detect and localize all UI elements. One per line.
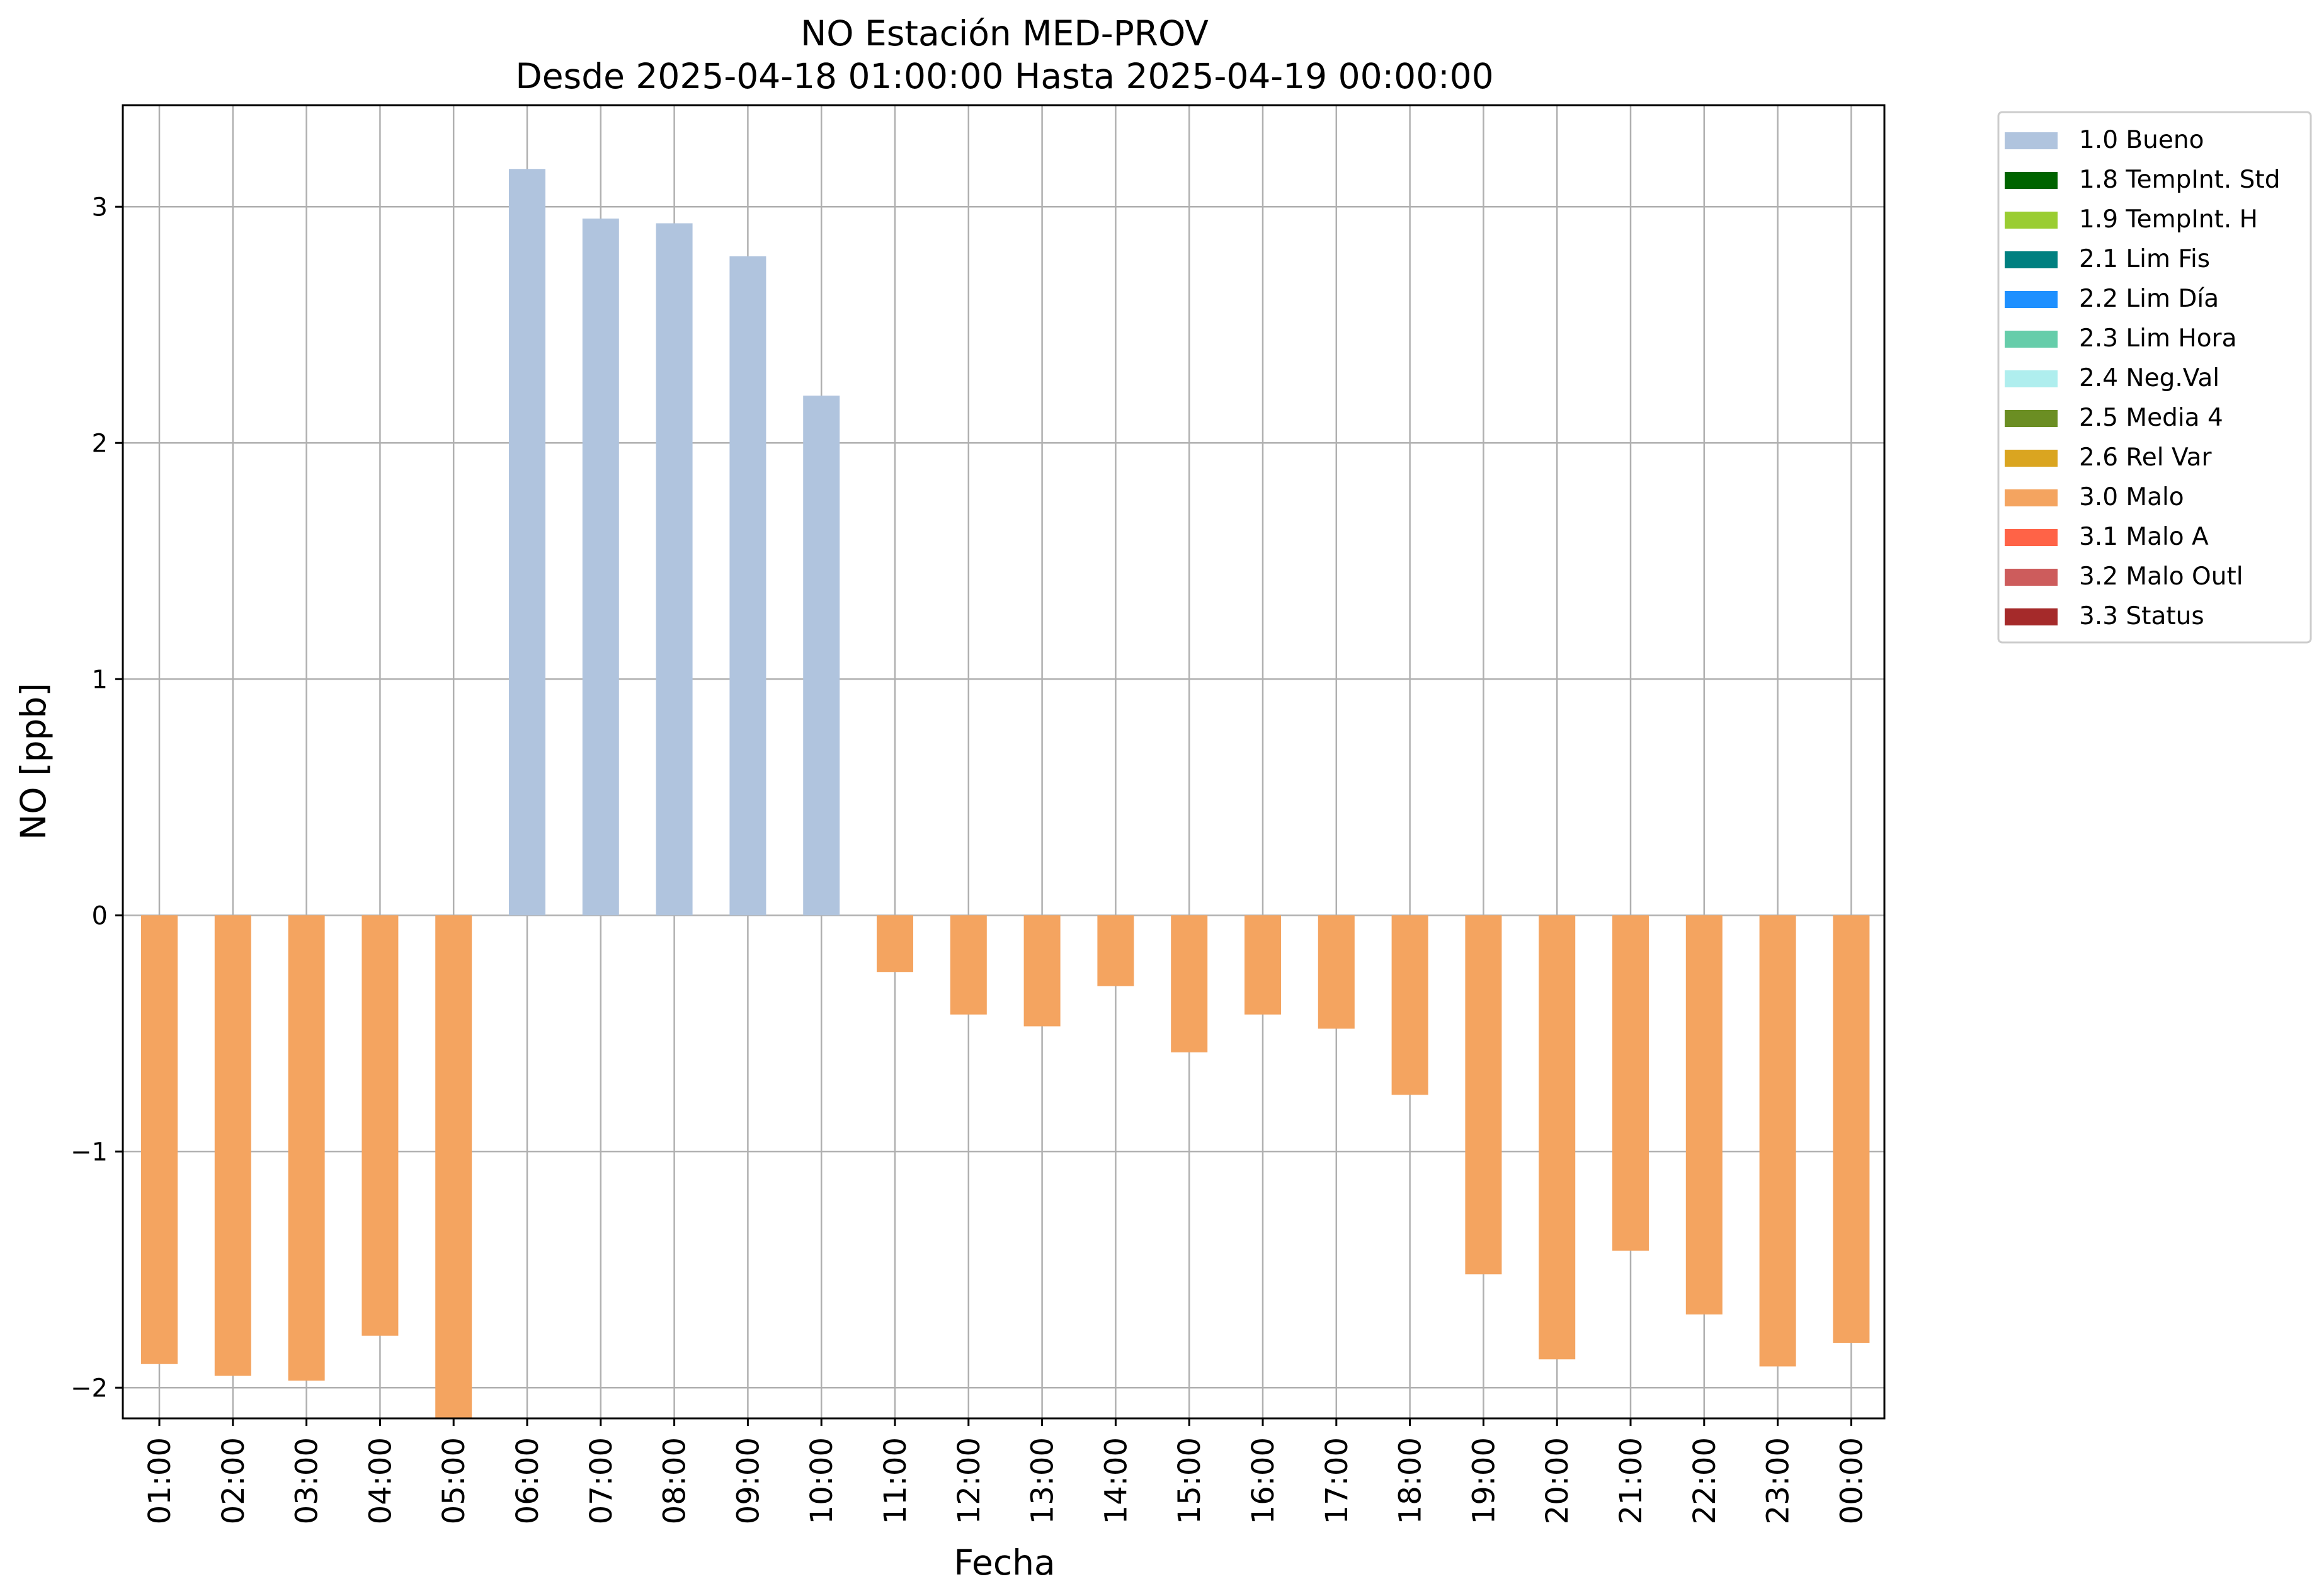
legend-label: 2.5 Media 4 [2079,404,2223,432]
legend-swatch [2005,529,2058,546]
bar [1685,915,1723,1314]
legend-frame [1997,111,2312,644]
y-axis-label: NO [ppb] [13,683,54,840]
bar [656,223,693,916]
legend-label: 1.9 TempInt. H [2079,205,2258,234]
bar [803,396,840,916]
bar [1171,915,1208,1052]
legend-label: 2.1 Lim Fis [2079,245,2210,273]
plot-frame [122,104,1886,1420]
x-tick-label: 01:00 [142,1437,178,1524]
x-tick-label: 14:00 [1098,1437,1134,1524]
legend-label: 2.6 Rel Var [2079,443,2213,472]
legend: 1.0 Bueno 1.8 TempInt. Std 1.9 TempInt. H 2… [1997,111,2312,644]
bar [1023,915,1061,1027]
legend-swatch [2005,410,2058,427]
x-tick-label: 03:00 [290,1437,325,1524]
bar [1539,915,1576,1360]
x-tick-label: 10:00 [804,1437,840,1524]
legend-swatch [2005,450,2058,467]
x-tick-label: 06:00 [510,1437,545,1524]
y-tick-label: 3 [92,193,108,222]
bar [214,915,251,1376]
bar [1833,915,1870,1343]
bar [509,169,545,916]
x-tick-label: 23:00 [1761,1437,1796,1524]
bar [1245,915,1281,1015]
x-tick-label: 04:00 [363,1437,398,1524]
bars [141,169,1870,1418]
x-tick-label: 02:00 [216,1437,251,1524]
x-tick-label: 12:00 [952,1437,987,1524]
legend-swatch [2005,489,2058,506]
y-axis-ticks: −2 −1 0 1 2 3 [71,193,123,1403]
x-tick-label: 15:00 [1172,1437,1207,1524]
x-tick-label: 21:00 [1614,1437,1649,1524]
x-tick-label: 17:00 [1319,1437,1355,1524]
y-tick-label: −1 [71,1137,108,1166]
bar [950,915,987,1015]
bar [1318,915,1355,1029]
bar [435,915,472,1418]
bar [582,219,619,916]
legend-swatch [2005,212,2058,229]
legend-swatch [2005,608,2058,625]
x-tick-label: 07:00 [584,1437,619,1524]
x-tick-label: 18:00 [1393,1437,1428,1524]
x-axis-label: Fecha [954,1542,1055,1583]
x-tick-label: 05:00 [436,1437,472,1524]
bar [1391,915,1428,1095]
legend-swatch [2005,251,2058,268]
bar [729,256,766,916]
bar [288,915,325,1381]
bar [877,915,913,972]
x-tick-label: 08:00 [658,1437,693,1524]
legend-label: 3.0 Malo [2079,483,2184,511]
legend-label: 2.4 Neg.Val [2079,364,2219,392]
y-tick-label: 1 [92,665,108,694]
legend-label: 3.2 Malo Outl [2079,562,2243,591]
bar [1759,915,1796,1367]
x-axis-ticks: 01:00 02:00 03:00 04:00 05:00 06:00 07:00 08:00… [142,1418,1869,1524]
x-tick-label: 00:00 [1834,1437,1869,1524]
legend-label: 1.8 TempInt. Std [2079,166,2280,194]
legend-label: 2.2 Lim Día [2079,285,2219,313]
x-tick-label: 20:00 [1540,1437,1575,1524]
bar [1097,915,1134,986]
bar [1612,915,1649,1251]
legend-label: 3.3 Status [2079,602,2204,630]
x-tick-label: 22:00 [1687,1437,1723,1524]
legend-swatch [2005,291,2058,308]
legend-label: 1.0 Bueno [2079,126,2204,154]
legend-swatch [2005,370,2058,387]
y-tick-label: −2 [71,1374,108,1403]
y-tick-label: 2 [92,429,108,458]
bar [362,915,399,1336]
x-tick-label: 16:00 [1246,1437,1281,1524]
legend-swatch [2005,172,2058,189]
chart-title: NO Estación MED-PROV [800,13,1209,54]
x-tick-label: 19:00 [1466,1437,1501,1524]
bar [141,915,178,1364]
x-tick-label: 13:00 [1025,1437,1061,1524]
legend-label: 3.1 Malo A [2079,523,2209,551]
x-tick-label: 11:00 [878,1437,913,1524]
y-tick-label: 0 [92,901,108,930]
bar [1465,915,1502,1275]
legend-swatch [2005,569,2058,586]
legend-swatch [2005,331,2058,348]
x-tick-label: 09:00 [731,1437,766,1524]
legend-swatch [2005,132,2058,149]
chart-subtitle: Desde 2025-04-18 01:00:00 Hasta 2025-04-… [515,56,1493,96]
legend-label: 2.3 Lim Hora [2079,324,2237,353]
